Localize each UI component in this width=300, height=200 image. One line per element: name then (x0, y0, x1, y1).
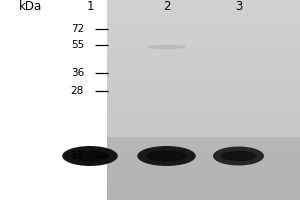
Text: 72: 72 (71, 24, 84, 34)
Bar (106, 150, 300, 153)
Bar (106, 20, 300, 23)
Bar (106, 7, 300, 10)
Text: 55: 55 (71, 40, 84, 50)
Bar (106, 3, 300, 7)
Bar (106, 103, 300, 107)
Bar (106, 133, 300, 137)
Bar (106, 123, 300, 127)
Bar (106, 83, 300, 87)
Bar (106, 80, 300, 83)
Bar (106, 97, 300, 100)
Ellipse shape (153, 26, 180, 28)
Bar (106, 117, 300, 120)
Bar (106, 40, 300, 43)
Bar (106, 107, 300, 110)
Bar (106, 127, 300, 130)
Bar (106, 173, 300, 177)
Ellipse shape (62, 146, 118, 166)
Bar (106, 63, 300, 67)
Bar (106, 187, 300, 190)
Ellipse shape (137, 146, 196, 166)
Bar (106, 90, 300, 93)
Bar (106, 193, 300, 197)
Bar (106, 120, 300, 123)
Bar (106, 170, 300, 173)
Bar (106, 157, 300, 160)
Bar (106, 110, 300, 113)
Ellipse shape (146, 150, 187, 162)
Bar (106, 197, 300, 200)
Bar (106, 140, 300, 143)
Bar (106, 57, 300, 60)
Bar (106, 113, 300, 117)
Bar (106, 67, 300, 70)
Text: 17: 17 (71, 151, 84, 161)
Bar (106, 177, 300, 180)
Bar (106, 180, 300, 183)
Bar (106, 33, 300, 37)
Bar (106, 87, 300, 90)
Ellipse shape (70, 150, 110, 162)
Bar (106, 143, 300, 147)
Bar (106, 53, 300, 57)
Bar (106, 73, 300, 77)
Bar (106, 30, 300, 33)
Bar (106, 100, 300, 103)
Bar (106, 23, 300, 27)
Bar (106, 147, 300, 150)
Bar (106, 43, 300, 47)
Ellipse shape (147, 45, 186, 49)
Ellipse shape (221, 151, 256, 161)
Bar (106, 77, 300, 80)
Text: 2: 2 (163, 0, 170, 14)
Text: kDa: kDa (18, 0, 42, 14)
Bar (106, 0, 300, 3)
Bar (106, 163, 300, 167)
Bar (106, 160, 300, 163)
Ellipse shape (213, 146, 264, 166)
Bar (106, 70, 300, 73)
Bar (106, 93, 300, 97)
Bar (106, 190, 300, 193)
Bar (106, 37, 300, 40)
Bar (106, 50, 300, 53)
Bar (106, 17, 300, 20)
Bar (106, 10, 300, 13)
Bar (106, 47, 300, 50)
Bar (106, 13, 300, 17)
Text: 28: 28 (71, 86, 84, 96)
Text: 1: 1 (86, 0, 94, 14)
Bar (106, 60, 300, 63)
Bar (106, 130, 300, 133)
Bar (106, 153, 300, 157)
Bar (106, 137, 300, 140)
Bar (106, 167, 300, 170)
Bar (106, 0, 300, 200)
Text: 3: 3 (235, 0, 242, 14)
Bar (106, 27, 300, 30)
Bar (106, 183, 300, 187)
Text: 36: 36 (71, 68, 84, 78)
